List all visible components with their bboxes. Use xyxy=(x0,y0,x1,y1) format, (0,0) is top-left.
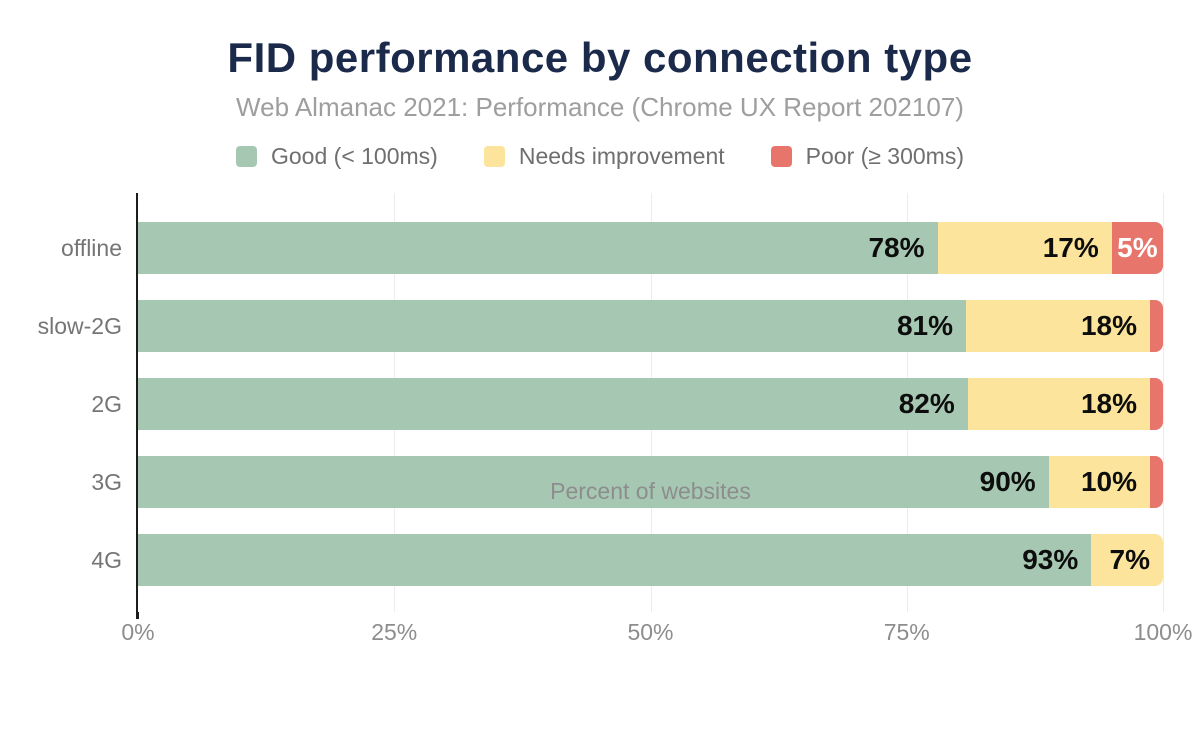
bar-segment xyxy=(1150,378,1163,430)
x-tick-label: 75% xyxy=(883,619,930,645)
category-label: 2G xyxy=(91,391,122,417)
bar-segment: 10% xyxy=(1048,456,1150,508)
bar-row: 93% 7% xyxy=(138,534,1163,586)
bar-segment-label: 7% xyxy=(1109,544,1150,575)
legend-item: Needs improvement xyxy=(483,143,725,170)
x-tick-label: 25% xyxy=(371,619,418,645)
bar-row: 78% 17% 5% xyxy=(138,222,1163,274)
category-label: offline xyxy=(61,235,122,261)
bar-segment: 17% xyxy=(937,222,1112,274)
bar-segment-label: 18% xyxy=(1080,310,1137,341)
bar-segment xyxy=(1150,456,1163,508)
gridline xyxy=(1163,193,1164,612)
legend-label: Good (< 100ms) xyxy=(271,143,438,169)
bar-segment-label: 82% xyxy=(898,388,955,419)
bar-segment: 90% xyxy=(138,456,1049,508)
bar-segment: 5% xyxy=(1111,222,1163,274)
x-tick-label: 0% xyxy=(121,619,155,645)
bar-segment-label: 93% xyxy=(1022,544,1079,575)
legend-label: Needs improvement xyxy=(518,143,725,169)
legend-item: Poor (≥ 300ms) xyxy=(770,143,964,170)
chart-title: FID performance by connection type xyxy=(227,34,973,81)
bar-segment-label: 5% xyxy=(1117,232,1158,263)
category-label: 4G xyxy=(91,547,122,573)
legend-swatch xyxy=(483,146,505,167)
bar-segment: 93% xyxy=(138,534,1092,586)
legend: Good (< 100ms) Needs improvement Poor (≥ 3… xyxy=(0,143,1200,170)
bar-segment-label: 10% xyxy=(1080,466,1137,497)
bar-row: 81% 18% xyxy=(138,300,1163,352)
x-tick-label: 50% xyxy=(627,619,674,645)
legend-item: Good (< 100ms) xyxy=(236,143,438,170)
bar-segment: 82% xyxy=(138,378,968,430)
category-label: 3G xyxy=(91,469,122,495)
chart-subtitle: Web Almanac 2021: Performance (Chrome UX… xyxy=(236,92,964,122)
bar-row: 82% 18% xyxy=(138,378,1163,430)
bar-segment: 81% xyxy=(138,300,966,352)
bar-segment-label: 18% xyxy=(1080,388,1137,419)
x-axis-tick xyxy=(138,612,139,619)
bar-segment-label: 78% xyxy=(868,232,925,263)
bar-segment-label: 81% xyxy=(896,310,953,341)
bar-segment: 78% xyxy=(138,222,938,274)
bar-segment-label: 90% xyxy=(979,466,1036,497)
bar-segment: 18% xyxy=(965,300,1150,352)
legend-swatch xyxy=(770,146,792,167)
legend-label: Poor (≥ 300ms) xyxy=(805,143,964,169)
bar-segment: 18% xyxy=(967,378,1150,430)
plot-area: 0% 25% 50% 75% 100% offline 78% 17% 5% slow-2G 81%… xyxy=(38,193,1192,645)
legend-swatch xyxy=(236,146,257,167)
bar-segment xyxy=(1150,300,1163,352)
bar-segment-label: 17% xyxy=(1042,232,1099,263)
y-axis-line xyxy=(136,193,138,619)
bar-row: 90% 10% xyxy=(138,456,1163,508)
bar-segment: 7% xyxy=(1091,534,1163,586)
category-label: slow-2G xyxy=(37,313,122,339)
x-tick-label: 100% xyxy=(1133,619,1193,645)
x-axis-title: Percent of websites xyxy=(550,478,751,504)
